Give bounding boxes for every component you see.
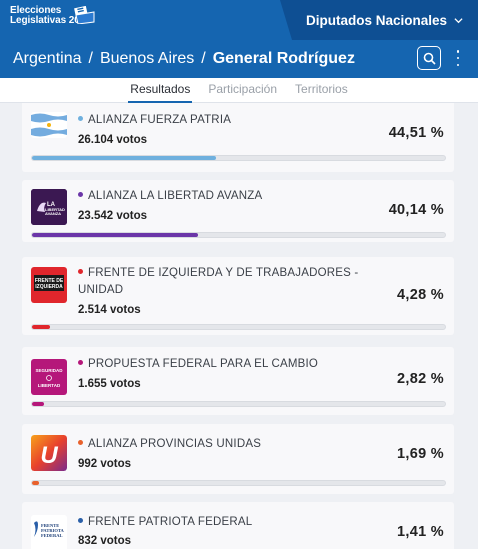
- party-result-card[interactable]: SEGURIDAD LIBERTAD PROPUESTA FEDERAL PAR…: [22, 347, 454, 415]
- party-percent: 40,14 %: [388, 202, 444, 218]
- percent-bar-fill: [32, 325, 50, 329]
- chevron-down-icon: [454, 17, 463, 23]
- propuesta-federal-logo: SEGURIDAD LIBERTAD: [31, 359, 67, 395]
- percent-bar: [31, 480, 446, 486]
- argentina-flag-logo: [31, 112, 67, 138]
- la-libertad-avanza-logo: LA LIBERTAD AVANZA: [31, 189, 67, 225]
- logo-line2: Legislativas 2025: [10, 15, 91, 26]
- percent-bar-fill: [32, 156, 216, 160]
- party-percent: 44,51 %: [388, 125, 444, 141]
- percent-bar-fill: [32, 481, 39, 485]
- fpf-logo-text-2: PATRIOTA: [41, 528, 65, 533]
- pu-logo-letter: U: [40, 442, 58, 469]
- fit-logo-text-1: FRENTE DE: [35, 278, 64, 284]
- tab-bar: Resultados Participación Territorios: [0, 78, 478, 103]
- percent-bar-fill: [32, 402, 44, 406]
- more-options-icon[interactable]: [455, 50, 461, 66]
- party-name: FRENTE PATRIOTA FEDERAL: [78, 514, 252, 531]
- elections-logo[interactable]: Elecciones Legislativas 2025: [10, 6, 110, 36]
- llal-logo-text-2: LIBERTAD: [45, 207, 65, 212]
- search-icon: [423, 52, 436, 65]
- party-name: PROPUESTA FEDERAL PARA EL CAMBIO: [78, 356, 318, 373]
- party-result-card[interactable]: U ALIANZA PROVINCIAS UNIDAS 992 votos 1,…: [22, 424, 454, 494]
- percent-bar-fill: [32, 233, 198, 237]
- logo-line1: Elecciones: [10, 5, 62, 16]
- percent-bar: [31, 232, 446, 238]
- tab-resultados[interactable]: Resultados: [128, 82, 193, 103]
- party-name: FRENTE DE IZQUIERDA Y DE TRABAJADORES - …: [78, 267, 359, 296]
- party-votes: 1.655 votos: [78, 378, 141, 390]
- frente-izquierda-logo: FRENTE DE IZQUIERDA: [31, 267, 67, 303]
- party-result-card[interactable]: ALIANZA FUERZA PATRIA 26.104 votos 44,51…: [22, 103, 454, 172]
- tab-territorios[interactable]: Territorios: [295, 82, 348, 96]
- party-result-card[interactable]: LA LIBERTAD AVANZA ALIANZA LA LIBERTAD A…: [22, 180, 454, 242]
- fpf-logo-text-3: FEDERAL: [41, 533, 63, 538]
- ballot-box-icon: [74, 6, 95, 24]
- breadcrumb-separator: /: [201, 50, 206, 67]
- party-result-card[interactable]: FRENTE PATRIOTA FEDERAL FRENTE PATRIOTA …: [22, 502, 454, 549]
- breadcrumb-province[interactable]: Buenos Aires: [99, 50, 195, 67]
- percent-bar: [31, 401, 446, 407]
- search-button[interactable]: [417, 46, 441, 70]
- party-percent: 1,41 %: [397, 524, 444, 540]
- percent-bar: [31, 324, 446, 330]
- party-percent: 2,82 %: [397, 371, 444, 387]
- tab-participacion[interactable]: Participación: [208, 82, 278, 96]
- breadcrumb: Argentina / Buenos Aires / General Rodrí…: [0, 40, 478, 78]
- chamber-label: Diputados Nacionales: [306, 12, 448, 28]
- party-percent: 4,28 %: [397, 287, 444, 303]
- provincias-unidas-logo: U: [31, 435, 67, 471]
- top-header: Elecciones Legislativas 2025 Diputados N…: [0, 0, 478, 40]
- party-votes: 992 votos: [78, 458, 132, 470]
- party-votes: 23.542 votos: [78, 210, 148, 222]
- party-votes: 2.514 votos: [78, 304, 141, 316]
- percent-bar: [31, 155, 446, 161]
- chamber-selector[interactable]: Diputados Nacionales: [280, 0, 478, 40]
- fit-logo-text-2: IZQUIERDA: [35, 284, 63, 290]
- results-list: ALIANZA FUERZA PATRIA 26.104 votos 44,51…: [0, 103, 478, 549]
- party-percent: 1,69 %: [397, 446, 444, 462]
- pfc-logo-text-2: LIBERTAD: [38, 383, 61, 388]
- breadcrumb-separator: /: [88, 50, 93, 67]
- breadcrumb-country[interactable]: Argentina: [13, 50, 82, 67]
- party-name: ALIANZA FUERZA PATRIA: [78, 112, 231, 129]
- party-votes: 26.104 votos: [78, 134, 148, 146]
- llal-logo-text-1: LA: [47, 202, 56, 208]
- breadcrumb-district: General Rodríguez: [212, 50, 355, 67]
- party-votes: 832 votos: [78, 535, 132, 547]
- llal-logo-text-3: AVANZA: [45, 211, 61, 216]
- party-name: ALIANZA PROVINCIAS UNIDAS: [78, 436, 261, 453]
- pfc-logo-text-1: SEGURIDAD: [35, 368, 63, 373]
- party-name: ALIANZA LA LIBERTAD AVANZA: [78, 188, 262, 205]
- fpf-logo-text-1: FRENTE: [41, 523, 59, 528]
- party-result-card[interactable]: FRENTE DE IZQUIERDA FRENTE DE IZQUIERDA …: [22, 257, 454, 335]
- frente-patriota-logo: FRENTE PATRIOTA FEDERAL: [31, 515, 67, 549]
